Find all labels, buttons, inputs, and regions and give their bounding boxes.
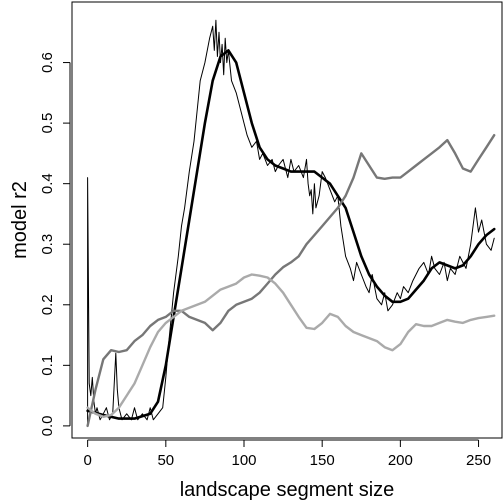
series-line-3 [86,134,496,428]
series-line-2 [86,49,496,420]
x-axis: 0 50 100 150 200 250 [83,439,491,469]
series-layer [86,19,496,428]
y-tick-label: 0.0 [39,415,56,436]
x-tick-label: 50 [157,452,174,469]
x-axis-label: landscape segment size [180,479,395,501]
x-tick-label: 150 [310,452,335,469]
y-tick-label: 0.3 [39,234,56,255]
series-line-1 [87,19,495,427]
y-tick-label: 0.6 [39,52,56,73]
series-line-4 [86,273,496,418]
y-axis: 0.0 0.1 0.2 0.3 0.4 0.5 0.6 [39,52,71,436]
plot-frame [71,1,503,439]
y-tick-label: 0.1 [39,355,56,376]
x-tick-label: 200 [388,452,413,469]
x-tick-label: 100 [231,452,256,469]
y-axis-label: model r2 [9,181,31,259]
x-tick-label: 0 [83,452,91,469]
x-tick-label: 250 [466,452,491,469]
y-tick-label: 0.2 [39,294,56,315]
y-tick-label: 0.5 [39,113,56,134]
y-tick-label: 0.4 [39,173,56,194]
